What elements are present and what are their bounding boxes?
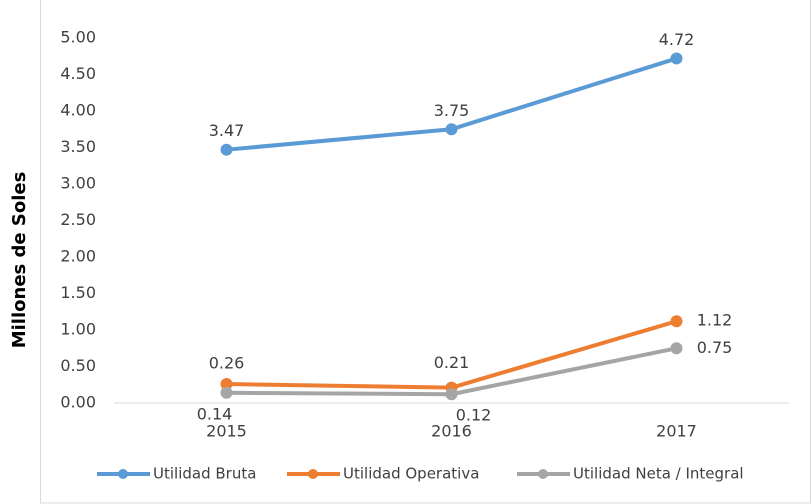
legend-marker: [308, 469, 318, 479]
data-label: 0.75: [697, 338, 733, 357]
y-tick-label: 3.00: [60, 174, 96, 193]
y-tick-label: 3.50: [60, 137, 96, 156]
legend-label: Utilidad Operativa: [343, 465, 479, 483]
data-label: 1.12: [697, 311, 733, 330]
x-tick-label: 2016: [431, 422, 472, 441]
y-tick-label: 4.50: [60, 64, 96, 83]
y-tick-label: 0.00: [60, 393, 96, 412]
y-tick-label: 5.00: [60, 28, 96, 47]
legend-label: Utilidad Bruta: [153, 465, 256, 483]
data-label: 3.47: [209, 121, 245, 140]
legend-marker: [118, 469, 128, 479]
legend-marker: [538, 469, 548, 479]
legend-label: Utilidad Neta / Integral: [573, 465, 744, 483]
data-label: 3.75: [434, 101, 470, 120]
y-tick-label: 2.00: [60, 247, 96, 266]
data-point: [220, 378, 233, 391]
data-label: 0.21: [434, 353, 470, 372]
data-point: [445, 123, 458, 136]
data-label: 0.14: [197, 404, 233, 423]
data-point: [670, 315, 683, 328]
data-label: 4.72: [659, 30, 695, 49]
y-tick-label: 1.50: [60, 283, 96, 302]
data-point: [220, 386, 233, 399]
chart-border: [40, 0, 811, 504]
y-tick-label: 4.00: [60, 101, 96, 120]
data-point: [445, 388, 458, 401]
x-tick-label: 2015: [206, 422, 247, 441]
y-tick-label: 1.00: [60, 320, 96, 339]
data-label: 0.26: [209, 354, 245, 373]
y-tick-label: 2.50: [60, 210, 96, 229]
data-point: [670, 52, 683, 65]
y-tick-label: 0.50: [60, 356, 96, 375]
data-point: [220, 143, 233, 156]
x-tick-label: 2017: [656, 422, 697, 441]
data-label: 0.12: [456, 406, 492, 425]
data-point: [670, 342, 683, 355]
y-axis-title: Millones de Soles: [9, 172, 30, 349]
